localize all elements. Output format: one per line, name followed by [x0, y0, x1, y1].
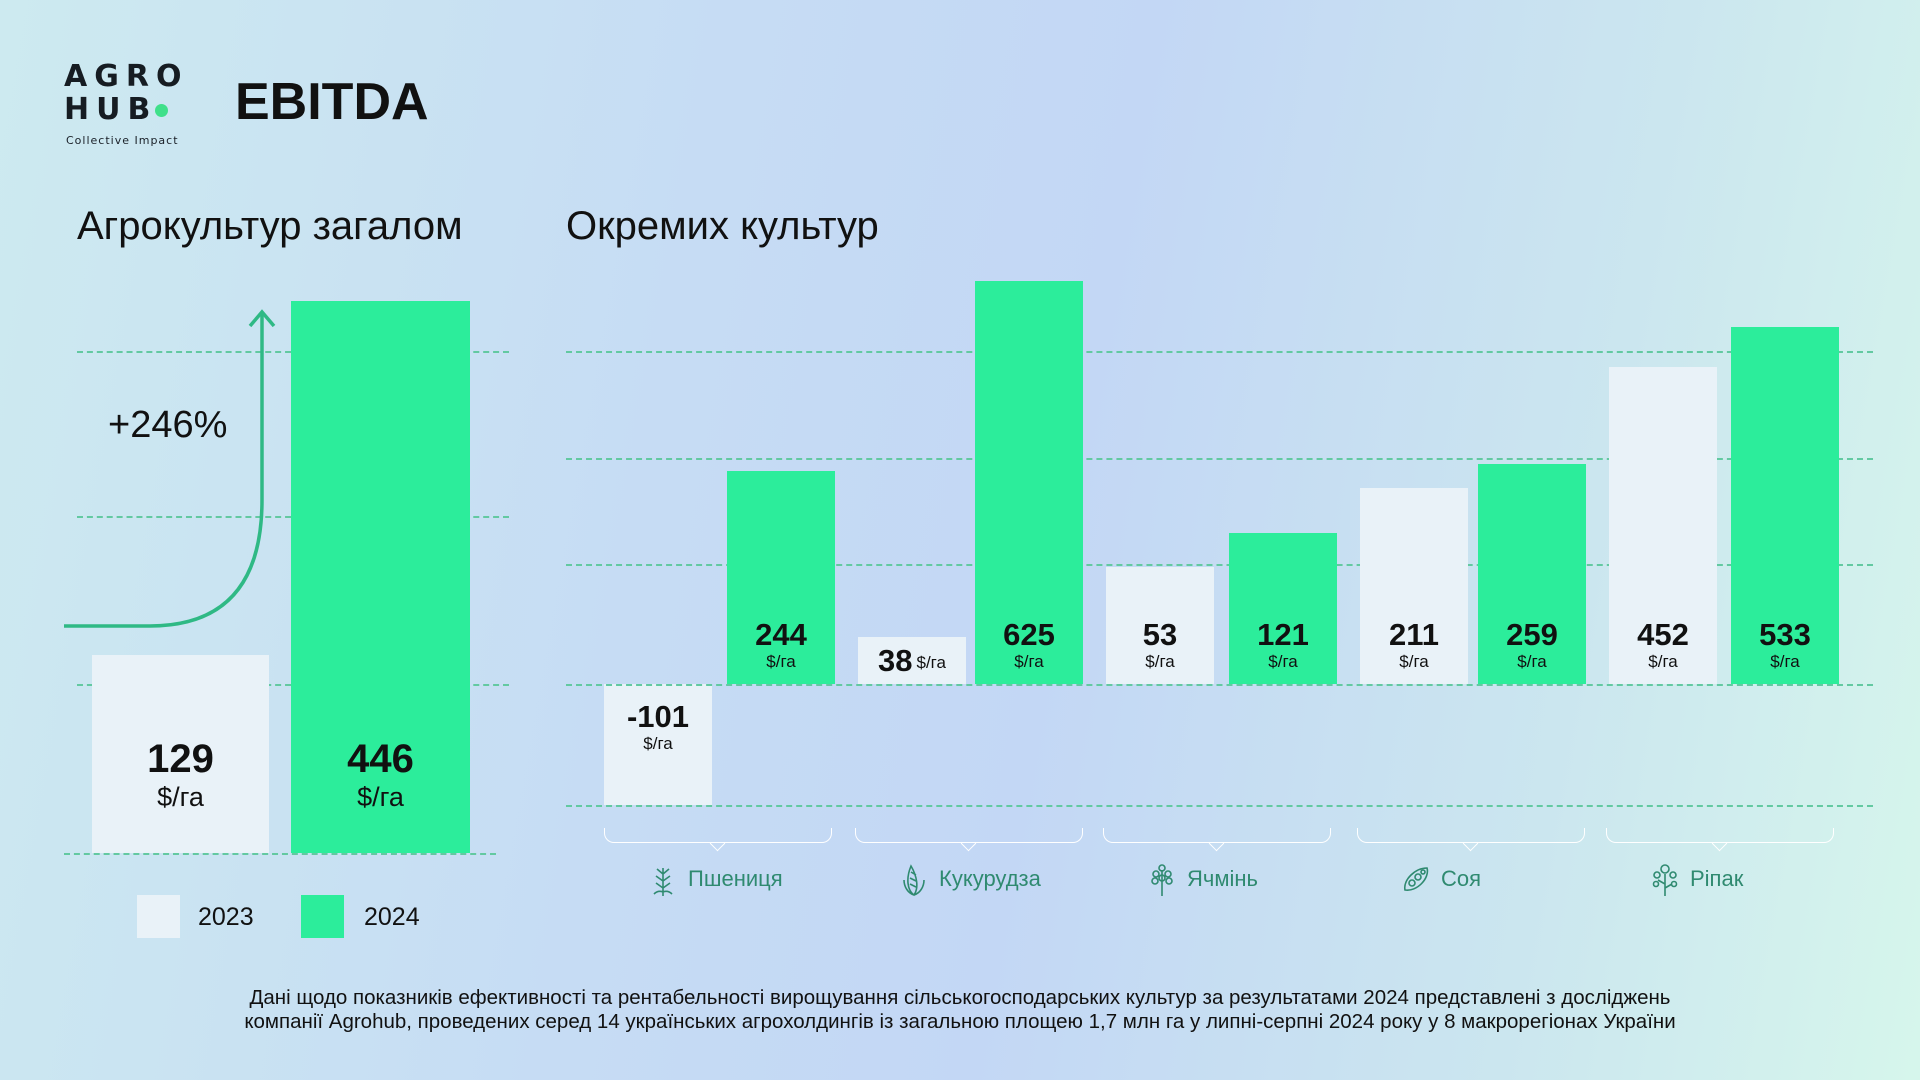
footnote: Дані щодо показників ефективності та рен… [0, 986, 1920, 1034]
bar-unit: $/га [157, 781, 204, 812]
bar-unit: $/га [1145, 652, 1175, 671]
category-brace [1357, 828, 1585, 843]
bar-Соя-2023: 211 $/га [1360, 487, 1468, 684]
bar-unit: $/га [1268, 652, 1298, 671]
bar-value: 244 [755, 617, 807, 652]
gridline [566, 805, 1873, 807]
logo-line1: AGRO [64, 59, 189, 94]
bar-value: 38 [878, 642, 913, 678]
category-brace [1606, 828, 1834, 843]
footnote-line1: Дані щодо показників ефективності та рен… [249, 986, 1671, 1009]
legend-swatch-2024 [301, 895, 344, 938]
bar-unit: $/га [357, 782, 404, 812]
growth-arrow-icon [64, 309, 276, 628]
bar-value: 259 [1506, 617, 1558, 652]
wheat-icon [653, 868, 673, 896]
bar-unit: $/га [1517, 652, 1547, 671]
bar-Пшениця-2024: 244 $/га [727, 471, 835, 684]
page-title: EBITDA [235, 73, 429, 131]
bar-unit: $/га [1399, 652, 1429, 671]
category-label-text: Пшениця [688, 866, 783, 891]
category-brace [855, 828, 1083, 843]
bar-value: 121 [1257, 617, 1309, 652]
bar-value: 625 [1003, 617, 1055, 652]
bar-Ріпак-2023: 452 $/га [1609, 367, 1717, 684]
barley-icon [1151, 864, 1173, 896]
gridline [566, 351, 1873, 353]
category-label: Пшениця [644, 860, 783, 898]
bar-Соя-2024: 259 $/га [1478, 463, 1586, 684]
bar-value: 452 [1637, 617, 1689, 652]
bar-value: -101 [626, 699, 690, 734]
section-title-crops: Окремих культур [566, 204, 879, 248]
logo-line2: HUB [64, 92, 158, 127]
bar-unit: $/га [916, 652, 946, 672]
logo-tagline: Collective Impact [66, 134, 179, 147]
corn-icon [903, 864, 925, 897]
bar-value: 446 [347, 737, 414, 781]
legend-label-2023: 2023 [198, 903, 254, 931]
category-label: Ячмінь [1143, 860, 1258, 898]
bar-Ячмінь-2023: 53 $/га [1106, 566, 1214, 684]
section-title-total: Агрокультур загалом [77, 204, 463, 248]
bar-unit: $/га [766, 652, 796, 671]
bar-total-2023: 129 $/га [92, 655, 269, 853]
logo: AGRO HUB Collective Impact [64, 60, 188, 147]
legend-swatch-2023 [137, 895, 180, 938]
bar-value: 533 [1759, 617, 1811, 652]
bar-total-2024: 446 $/га [291, 301, 470, 853]
bar-Ячмінь-2024: 121 $/га [1229, 532, 1337, 684]
zero-line [566, 684, 1873, 686]
bar-Кукурудза-2024: 625 $/га [975, 280, 1083, 684]
category-label-text: Соя [1441, 866, 1482, 891]
baseline [64, 853, 496, 855]
gridline [566, 564, 1873, 566]
rapeseed-icon [1652, 864, 1678, 896]
bar-value: 211 [1388, 617, 1439, 652]
legend-label-2024: 2024 [364, 903, 420, 931]
category-brace [1103, 828, 1331, 843]
category-brace [604, 828, 832, 843]
category-label-text: Кукурудза [939, 866, 1041, 891]
bar-unit: $/га [1014, 652, 1044, 671]
gridline [566, 458, 1873, 460]
bar-unit: $/га [643, 734, 673, 753]
growth-annotation: +246% [108, 404, 228, 446]
bar-value: 53 [1142, 617, 1178, 652]
footnote-line2: компанії Agrohub, проведених серед 14 ук… [244, 1010, 1676, 1033]
bar-Пшениця-2023: -101 $/га [604, 684, 712, 806]
category-label-text: Ріпак [1690, 866, 1744, 891]
category-label-text: Ячмінь [1187, 866, 1258, 891]
bar-value: 129 [147, 736, 214, 781]
bar-unit: $/га [1648, 652, 1678, 671]
soy-icon [1404, 867, 1429, 891]
logo-dot-icon [155, 104, 169, 117]
category-label: Кукурудза [895, 860, 1041, 898]
category-label: Ріпак [1646, 860, 1743, 898]
category-label: Соя [1397, 860, 1481, 898]
bar-Ріпак-2024: 533 $/га [1731, 326, 1839, 684]
bar-unit: $/га [1770, 652, 1800, 671]
bar-Кукурудза-2023: 38 $/га [858, 637, 966, 684]
